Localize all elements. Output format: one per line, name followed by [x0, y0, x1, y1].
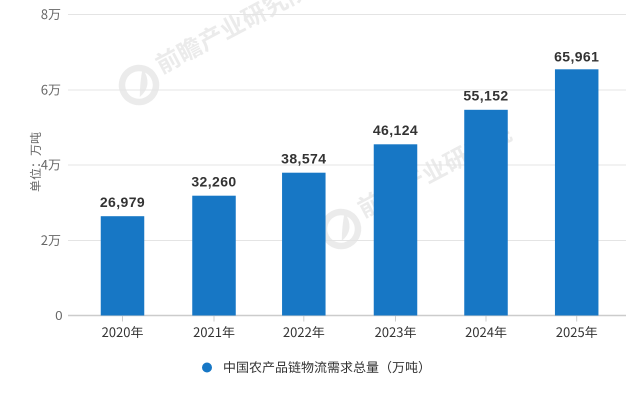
- svg-text:32,260: 32,260: [191, 173, 236, 189]
- svg-text:38,574: 38,574: [281, 150, 326, 166]
- svg-text:46,124: 46,124: [373, 122, 418, 138]
- svg-text:55,152: 55,152: [463, 88, 508, 104]
- svg-text:26,979: 26,979: [100, 194, 145, 210]
- svg-text:0: 0: [55, 308, 62, 323]
- svg-text:65,961: 65,961: [554, 48, 599, 64]
